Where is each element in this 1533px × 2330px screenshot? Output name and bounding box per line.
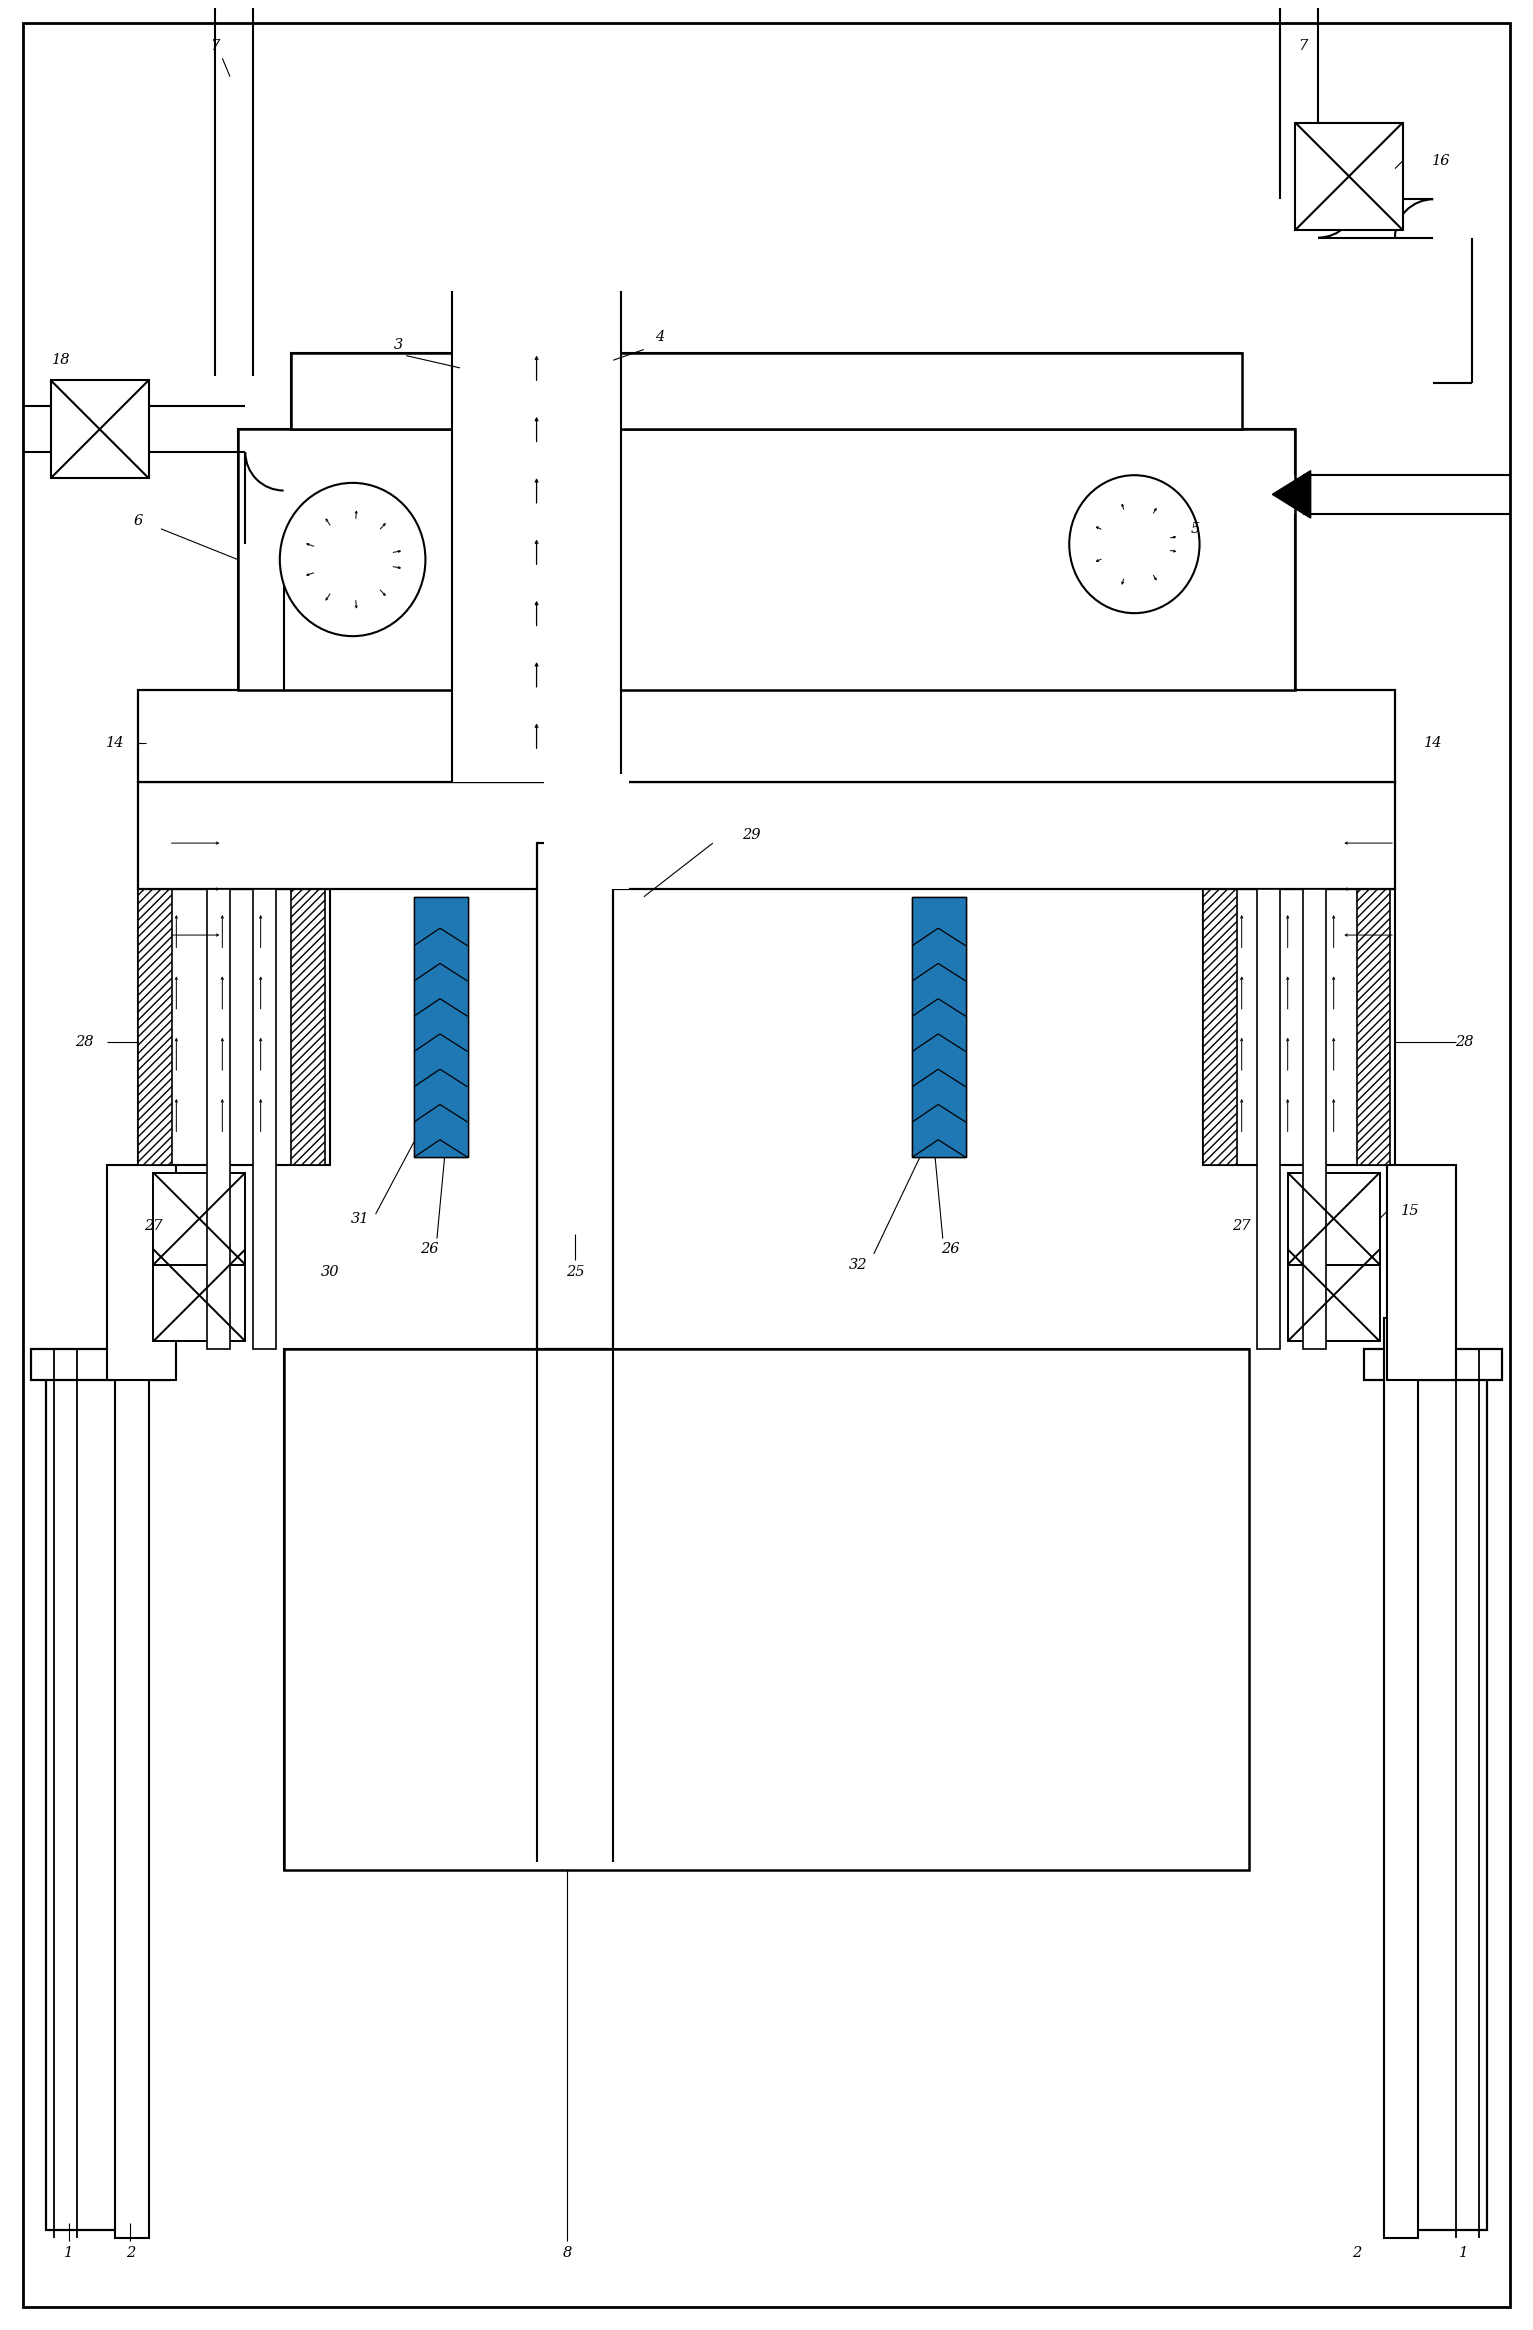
Text: 18: 18 xyxy=(52,354,71,368)
Text: 5: 5 xyxy=(1191,522,1200,536)
Bar xyxy=(238,429,1295,690)
Bar xyxy=(138,890,330,1165)
Bar xyxy=(1364,1349,1502,1379)
Bar xyxy=(291,352,1242,429)
Bar xyxy=(544,774,629,890)
Text: 26: 26 xyxy=(941,1242,960,1256)
Bar xyxy=(238,429,1295,690)
Bar xyxy=(1303,890,1326,1349)
Bar xyxy=(414,897,468,1158)
Polygon shape xyxy=(1272,471,1311,517)
Bar xyxy=(414,897,468,1158)
Text: 4: 4 xyxy=(655,331,664,345)
Ellipse shape xyxy=(1069,475,1199,613)
Bar xyxy=(1203,890,1395,1165)
Bar xyxy=(284,1349,1249,1871)
Text: 7: 7 xyxy=(210,40,219,54)
Text: 30: 30 xyxy=(320,1265,339,1279)
Bar xyxy=(452,291,621,783)
Text: 28: 28 xyxy=(75,1035,94,1048)
Bar xyxy=(138,783,1395,890)
Text: 27: 27 xyxy=(144,1219,162,1233)
Text: 14: 14 xyxy=(1424,736,1443,750)
Text: 14: 14 xyxy=(106,736,124,750)
Text: 1: 1 xyxy=(1459,2246,1469,2260)
Bar xyxy=(291,890,325,1165)
Bar xyxy=(31,1349,169,1379)
Text: 27: 27 xyxy=(1233,1219,1251,1233)
Bar xyxy=(1387,1372,1487,2230)
Bar xyxy=(253,890,276,1349)
Text: 28: 28 xyxy=(1455,1035,1473,1048)
Text: 2: 2 xyxy=(1352,2246,1361,2260)
Bar xyxy=(207,890,230,1349)
Bar xyxy=(153,1172,245,1265)
Bar xyxy=(1357,890,1390,1165)
Text: 1: 1 xyxy=(64,2246,74,2260)
Bar xyxy=(1387,1372,1487,2230)
Text: 8: 8 xyxy=(563,2246,572,2260)
Bar xyxy=(51,380,149,478)
Bar xyxy=(115,1319,149,2239)
Text: 7: 7 xyxy=(1298,40,1308,54)
Text: 32: 32 xyxy=(849,1258,868,1272)
Bar xyxy=(1295,123,1403,231)
Bar xyxy=(291,352,1242,429)
Bar xyxy=(1288,1249,1380,1342)
Bar xyxy=(1288,1172,1380,1265)
Text: 31: 31 xyxy=(351,1212,369,1226)
Text: 3: 3 xyxy=(394,338,403,352)
Bar xyxy=(912,897,966,1158)
Bar xyxy=(1387,1165,1456,1379)
Text: 26: 26 xyxy=(420,1242,438,1256)
Bar xyxy=(1257,890,1280,1349)
Bar xyxy=(138,890,172,1165)
Bar xyxy=(537,843,613,1349)
Bar xyxy=(1384,1319,1418,2239)
Bar xyxy=(46,1372,146,2230)
Bar xyxy=(1203,890,1237,1165)
Bar xyxy=(107,1165,176,1379)
Ellipse shape xyxy=(281,482,426,636)
Bar xyxy=(138,690,1395,783)
Text: 6: 6 xyxy=(133,515,143,529)
Bar xyxy=(138,783,1395,890)
Bar xyxy=(912,897,966,1158)
Text: 15: 15 xyxy=(1401,1205,1420,1219)
Bar xyxy=(138,690,1395,783)
Bar xyxy=(153,1249,245,1342)
Text: 25: 25 xyxy=(566,1265,584,1279)
Text: 2: 2 xyxy=(126,2246,135,2260)
Text: 29: 29 xyxy=(742,829,760,843)
Bar xyxy=(46,1372,146,2230)
Bar xyxy=(284,1349,1249,1871)
Text: 16: 16 xyxy=(1432,154,1450,168)
